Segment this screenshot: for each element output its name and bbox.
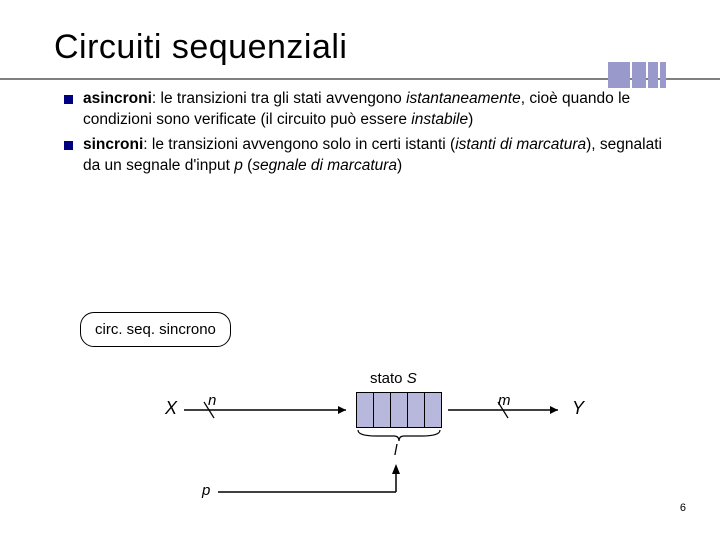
state-label-text: stato: [370, 370, 407, 387]
x-label: X: [165, 398, 177, 419]
slide: Circuiti sequenziali asincroni: le trans…: [0, 0, 720, 540]
callout-box: circ. seq. sincrono: [80, 312, 231, 347]
page-number: 6: [680, 502, 686, 514]
state-label: stato S: [370, 370, 417, 387]
y-arrow-icon: [448, 406, 568, 426]
bullet-marker-icon: [64, 95, 73, 104]
register-cell: [408, 393, 425, 427]
accent-stripes: [608, 62, 666, 88]
bullet-span: : le transizioni avvengono solo in certi…: [143, 136, 455, 153]
brace-icon: [356, 428, 442, 442]
bullet-item: sincroni: le transizioni avvengono solo …: [64, 135, 666, 177]
bullet-span: (: [243, 157, 252, 174]
accent-bar: [660, 62, 666, 88]
bullet-span: ): [468, 111, 473, 128]
bullet-em: istanti di marcatura: [455, 136, 586, 153]
bullet-item: asincroni: le transizioni tra gli stati …: [64, 89, 666, 131]
y-label: Y: [572, 398, 584, 419]
l-label: l: [394, 442, 397, 459]
state-var: S: [407, 370, 417, 387]
bullet-em: instabile: [411, 111, 468, 128]
bullet-em: segnale di marcatura: [252, 157, 397, 174]
bullet-marker-icon: [64, 141, 73, 150]
register-cell: [425, 393, 441, 427]
bullet-em: istantaneamente: [406, 90, 521, 107]
register-cell: [357, 393, 374, 427]
accent-bar: [632, 62, 646, 88]
bullet-strong: asincroni: [83, 90, 152, 107]
register-icon: [356, 392, 442, 428]
p-arrow-icon: [218, 464, 418, 504]
title-region: Circuiti sequenziali: [0, 0, 720, 67]
bullet-text: asincroni: le transizioni tra gli stati …: [83, 89, 666, 131]
register-cell: [391, 393, 408, 427]
p-label: p: [202, 482, 210, 499]
circuit-diagram: stato S l X Y n m p: [140, 370, 600, 510]
bullet-var: p: [234, 157, 243, 174]
bullet-text: sincroni: le transizioni avvengono solo …: [83, 135, 666, 177]
x-arrow-icon: [184, 406, 354, 426]
bullet-strong: sincroni: [83, 136, 143, 153]
accent-bar: [648, 62, 658, 88]
bullet-span: : le transizioni tra gli stati avvengono: [152, 90, 406, 107]
accent-bar: [608, 62, 630, 88]
register-cell: [374, 393, 391, 427]
bullet-span: ): [397, 157, 402, 174]
